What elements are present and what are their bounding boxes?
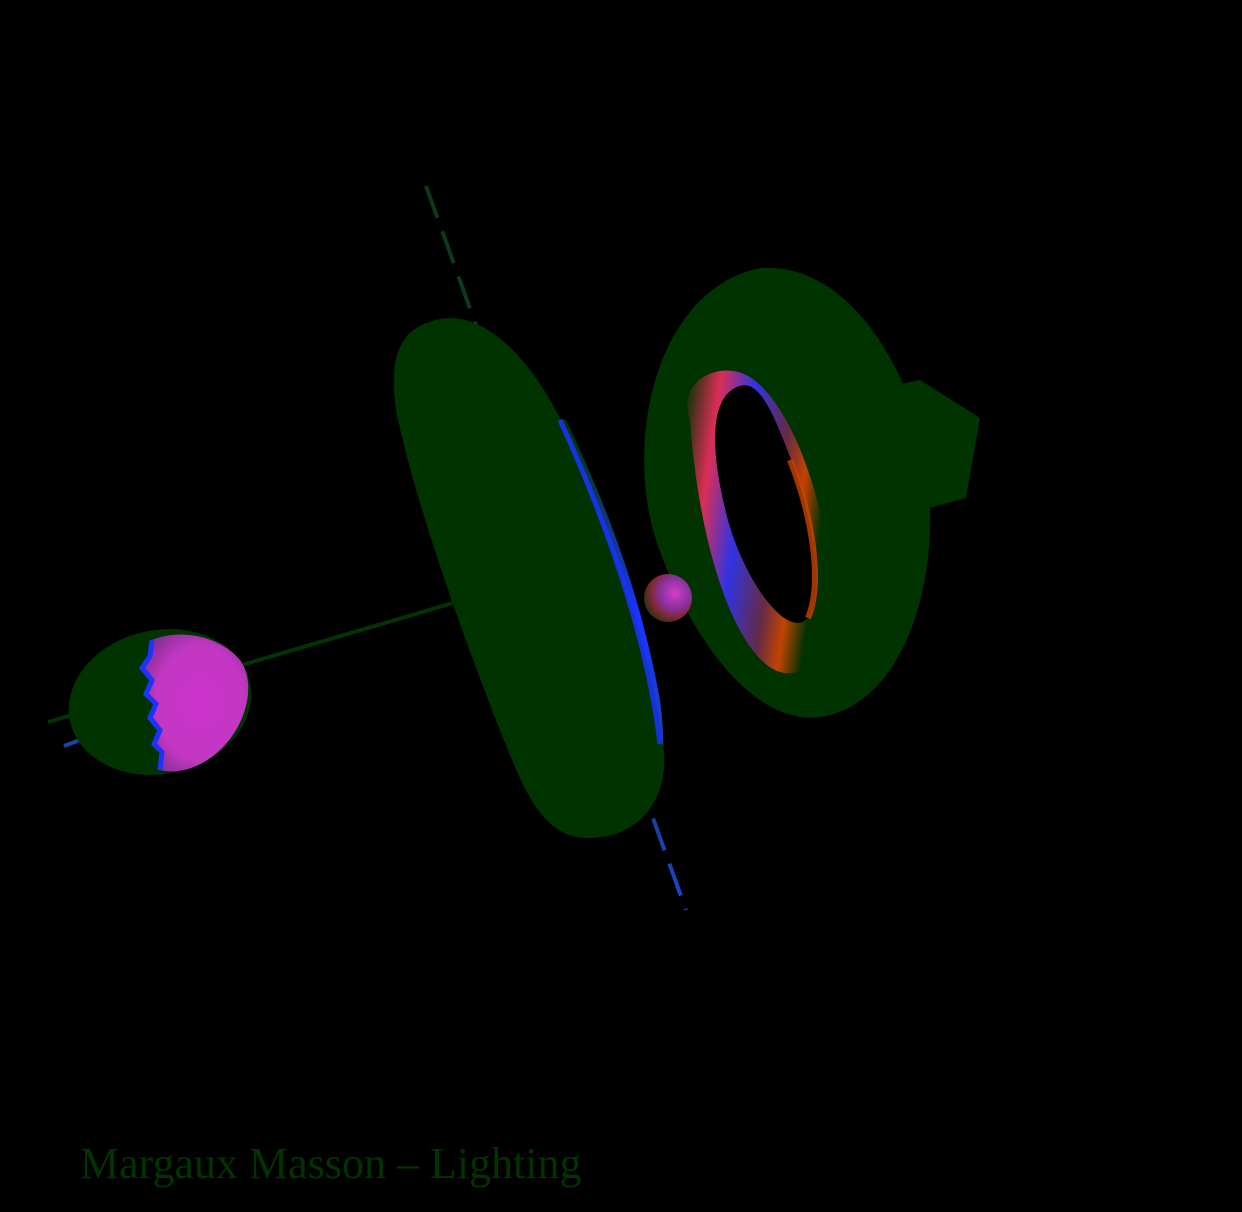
- egg: [68, 629, 252, 775]
- small-sphere: [644, 574, 692, 622]
- caption-title: Margaux Masson – Lighting: [80, 1139, 582, 1188]
- torus: [644, 267, 931, 718]
- cylinder-disc: [393, 318, 665, 839]
